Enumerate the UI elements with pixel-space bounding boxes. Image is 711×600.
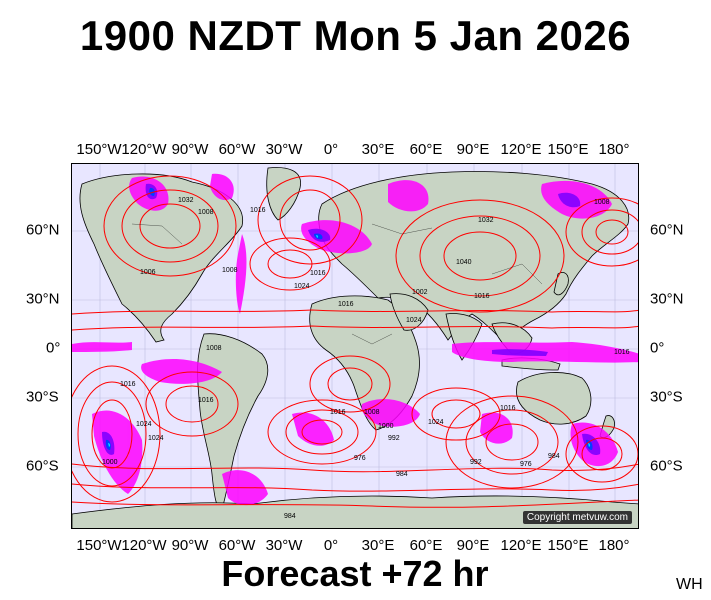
lat-label: 60°S <box>26 457 59 475</box>
continents <box>72 167 638 528</box>
isobars <box>72 175 638 508</box>
lat-label: 0° <box>46 339 61 357</box>
isobar-label: 1000 <box>378 423 394 430</box>
lat-label: 30°S <box>26 388 59 406</box>
lon-label: 60°W <box>218 537 256 554</box>
isobar-label: 976 <box>354 455 366 462</box>
isobar-label: 1006 <box>140 269 156 276</box>
lon-label: 180° <box>598 537 630 554</box>
weather-map: 1016 1008 1032 1008 1016 1006 1008 1016 … <box>71 163 639 529</box>
lon-label: 90°E <box>456 141 490 158</box>
isobar-label: 992 <box>470 459 482 466</box>
lon-label: 30°W <box>265 537 303 554</box>
lon-label: 180° <box>598 141 630 158</box>
arabia <box>389 293 429 331</box>
isobar-label: 1016 <box>500 405 516 412</box>
borders <box>131 223 543 345</box>
lat-label: 30°S <box>650 388 683 406</box>
lon-label: 90°W <box>171 537 209 554</box>
isobar-label: 1032 <box>178 197 194 204</box>
isobar-label: 1024 <box>294 283 310 290</box>
lat-label: 30°N <box>650 290 684 308</box>
isobar-label: 1024 <box>148 435 164 442</box>
lon-label: 150°W <box>76 537 122 554</box>
lon-label: 90°W <box>171 141 209 158</box>
australia <box>516 372 592 425</box>
top-longitude-axis: 150°W 120°W 90°W 60°W 30°W 0° 30°E 60°E … <box>0 141 711 159</box>
lon-label: 150°E <box>547 537 589 554</box>
lon-label: 120°E <box>500 537 542 554</box>
isobar-label: 992 <box>388 435 400 442</box>
isobar-label: 1016 <box>310 270 326 277</box>
lon-label: 30°E <box>361 537 395 554</box>
lon-label: 60°E <box>409 537 443 554</box>
weather-map-svg: 1016 1008 1032 1008 1016 1006 1008 1016 … <box>72 164 638 528</box>
isobar-label: 1016 <box>330 409 346 416</box>
isobar-label: 1024 <box>406 317 422 324</box>
lon-label: 150°W <box>76 141 122 158</box>
lat-label: 60°N <box>26 221 60 239</box>
greenland <box>266 167 301 221</box>
isobar-label: 976 <box>520 461 532 468</box>
isobar-label: 1024 <box>428 419 444 426</box>
lon-label: 150°E <box>547 141 589 158</box>
isobar-label: 984 <box>284 513 296 520</box>
isobar-label: 1008 <box>594 199 610 206</box>
isobar-label: 1002 <box>412 289 428 296</box>
lat-label: 0° <box>650 339 665 357</box>
isobar-label: 1040 <box>456 259 472 266</box>
isobar-label: 984 <box>396 471 408 478</box>
map-title: 1900 NZDT Mon 5 Jan 2026 <box>79 12 632 59</box>
isobar-label: 1016 <box>474 293 490 300</box>
isobar-label: 1016 <box>614 349 630 356</box>
lon-label: 120°E <box>500 141 542 158</box>
isobar-label: 1000 <box>102 459 118 466</box>
lon-label: 120°W <box>121 141 167 158</box>
lon-label: 60°E <box>409 141 443 158</box>
isobar-label: 1024 <box>136 421 152 428</box>
isobar-label: 1008 <box>222 267 238 274</box>
lat-label: 60°N <box>650 221 684 239</box>
lon-label: 30°E <box>361 141 395 158</box>
isobar-label: 1016 <box>120 381 136 388</box>
bottom-longitude-axis: 150°W 120°W 90°W 60°W 30°W 0° 30°E 60°E … <box>0 537 711 555</box>
lon-label: 0° <box>323 141 339 158</box>
isobar-label: 1016 <box>198 397 214 404</box>
isobar-label: 1016 <box>338 301 354 308</box>
copyright-badge: Copyright metvuw.com <box>522 511 632 524</box>
isobar-label: 1008 <box>198 209 214 216</box>
isobar-label: 1016 <box>250 207 266 214</box>
isobar-labels: 1016 1008 1032 1008 1016 1006 1008 1016 … <box>102 197 630 520</box>
isobar-label: 1008 <box>206 345 222 352</box>
isobar-label: 1032 <box>478 217 494 224</box>
lon-label: 0° <box>323 537 339 554</box>
isobar-label: 984 <box>548 453 560 460</box>
antarctica <box>72 495 638 528</box>
lon-label: 30°W <box>265 141 303 158</box>
north-america <box>79 173 244 343</box>
lon-label: 60°W <box>218 141 256 158</box>
lat-label: 60°S <box>650 457 683 475</box>
isobar-label: 1008 <box>364 409 380 416</box>
lon-label: 90°E <box>456 537 490 554</box>
forecast-label: Forecast +72 hr <box>221 553 489 594</box>
lon-label: 120°W <box>121 537 167 554</box>
corner-code: WH <box>676 576 703 593</box>
lat-label: 30°N <box>26 290 60 308</box>
